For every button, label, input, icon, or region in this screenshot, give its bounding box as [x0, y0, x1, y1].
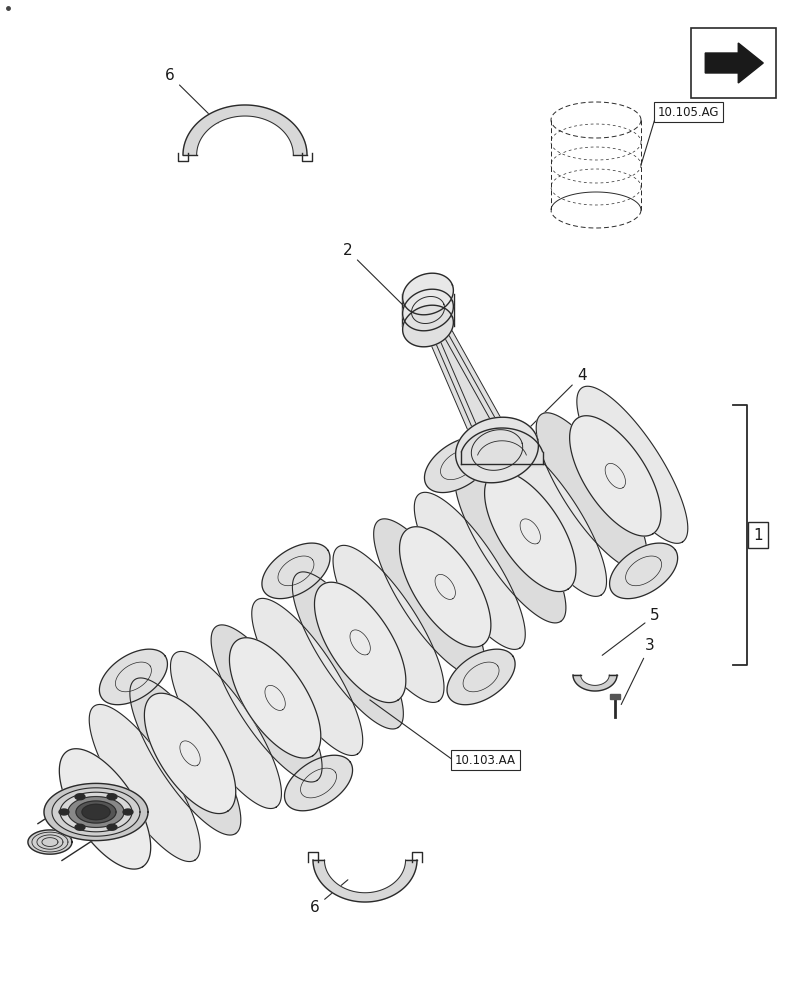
Polygon shape: [75, 794, 85, 800]
Polygon shape: [76, 801, 116, 823]
Polygon shape: [252, 598, 363, 755]
Polygon shape: [313, 860, 417, 902]
Polygon shape: [59, 809, 69, 815]
Text: 6: 6: [165, 68, 218, 123]
Polygon shape: [229, 638, 321, 758]
Polygon shape: [284, 755, 352, 811]
Polygon shape: [82, 804, 110, 820]
Polygon shape: [99, 649, 167, 705]
Polygon shape: [170, 651, 281, 809]
Polygon shape: [537, 413, 647, 570]
Polygon shape: [461, 428, 542, 467]
Polygon shape: [399, 527, 491, 647]
Text: 3: 3: [621, 638, 654, 704]
Polygon shape: [44, 783, 148, 841]
Polygon shape: [570, 416, 661, 536]
Polygon shape: [52, 788, 140, 836]
Polygon shape: [610, 694, 620, 699]
Polygon shape: [577, 386, 688, 543]
Polygon shape: [705, 43, 764, 83]
Polygon shape: [419, 306, 513, 458]
Polygon shape: [447, 649, 515, 705]
Polygon shape: [455, 466, 566, 623]
Polygon shape: [573, 675, 617, 691]
Text: 1: 1: [753, 528, 763, 542]
Polygon shape: [314, 582, 406, 703]
Polygon shape: [402, 305, 453, 347]
Text: 6: 6: [310, 880, 348, 915]
Polygon shape: [183, 105, 307, 155]
Polygon shape: [373, 519, 485, 676]
Polygon shape: [402, 273, 453, 315]
Polygon shape: [60, 792, 132, 832]
Polygon shape: [495, 439, 607, 596]
Polygon shape: [262, 543, 330, 599]
Polygon shape: [28, 830, 72, 854]
Polygon shape: [456, 417, 538, 483]
Polygon shape: [59, 749, 150, 869]
Polygon shape: [89, 704, 200, 862]
Polygon shape: [75, 824, 85, 830]
Polygon shape: [107, 824, 117, 830]
Text: 4: 4: [529, 368, 587, 428]
Text: 2: 2: [343, 243, 411, 313]
Polygon shape: [68, 797, 124, 827]
Polygon shape: [211, 625, 322, 782]
Polygon shape: [145, 693, 236, 814]
Polygon shape: [415, 492, 525, 649]
Bar: [691, 28, 776, 98]
Text: 5: 5: [602, 608, 659, 655]
Text: 10.105.AG: 10.105.AG: [658, 105, 719, 118]
Polygon shape: [333, 545, 444, 702]
Polygon shape: [424, 437, 493, 493]
Polygon shape: [123, 809, 133, 815]
Polygon shape: [292, 572, 403, 729]
Polygon shape: [609, 543, 678, 599]
Polygon shape: [402, 289, 453, 331]
Polygon shape: [107, 794, 117, 800]
Polygon shape: [130, 678, 241, 835]
Text: 10.103.AA: 10.103.AA: [455, 754, 516, 766]
Polygon shape: [485, 471, 576, 592]
